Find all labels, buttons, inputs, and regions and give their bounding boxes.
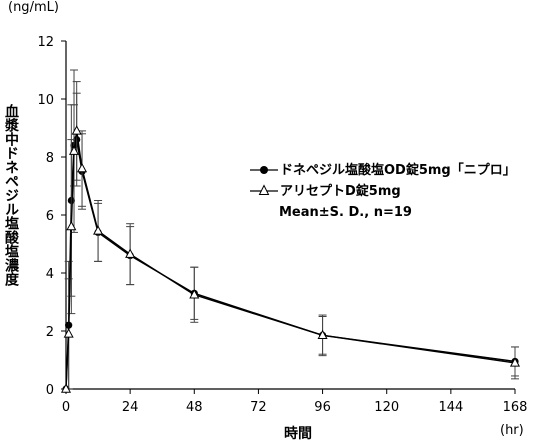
series-layer	[60, 69, 521, 393]
data-point-triangle	[189, 289, 200, 299]
data-point-triangle	[63, 328, 74, 338]
data-point-triangle	[509, 357, 521, 367]
data-point-triangle	[93, 225, 104, 235]
data-point-triangle	[317, 329, 328, 340]
legend-marker-triangle-icon	[250, 184, 278, 195]
series-1	[62, 92, 519, 393]
data-point-triangle	[125, 248, 136, 258]
y-tick-label: 6	[46, 209, 54, 224]
y-tick-label: 0	[46, 383, 54, 398]
data-point-triangle	[71, 125, 82, 135]
x-axis-label: 時間	[284, 426, 312, 442]
series-2	[60, 69, 521, 393]
y-tick-label: 4	[46, 267, 54, 282]
x-axis-unit: (hr)	[500, 423, 524, 438]
legend-label-2: アリセプトD錠5mg	[280, 184, 401, 199]
y-tick-label: 8	[46, 151, 54, 166]
x-tick-label: 72	[250, 400, 267, 415]
y-tick-label: 12	[37, 35, 54, 50]
y-tick-label: 10	[37, 93, 54, 108]
y-tick-label: 2	[46, 325, 54, 340]
y-axis-unit: (ng/mL)	[8, 0, 59, 15]
x-tick-label: 120	[374, 400, 399, 415]
x-tick-label: 168	[503, 400, 528, 415]
x-tick-label: 48	[186, 400, 203, 415]
legend-marker-circle-icon	[250, 166, 278, 174]
data-point-triangle	[76, 162, 88, 173]
legend-label-1: ドネペジル塩酸塩OD錠5mg「ニプロ」	[280, 163, 516, 178]
data-point-triangle	[68, 145, 80, 155]
y-axis-label: 血漿中ドネペジル塩酸塩濃度	[3, 104, 19, 286]
x-tick-label: 0	[62, 400, 70, 415]
legend: ドネペジル塩酸塩OD錠5mg「ニプロ」 アリセプトD錠5mg Mean±S. D…	[250, 160, 516, 223]
x-tick-label: 24	[122, 400, 139, 415]
x-tick-label: 96	[314, 400, 331, 415]
x-tick-label: 144	[438, 400, 463, 415]
data-point-triangle	[60, 383, 72, 393]
legend-note: Mean±S. D., n=19	[279, 205, 412, 220]
legend-item-2: アリセプトD錠5mg	[250, 181, 516, 202]
data-point-triangle	[66, 220, 77, 231]
legend-item-1: ドネペジル塩酸塩OD錠5mg「ニプロ」	[250, 160, 516, 181]
